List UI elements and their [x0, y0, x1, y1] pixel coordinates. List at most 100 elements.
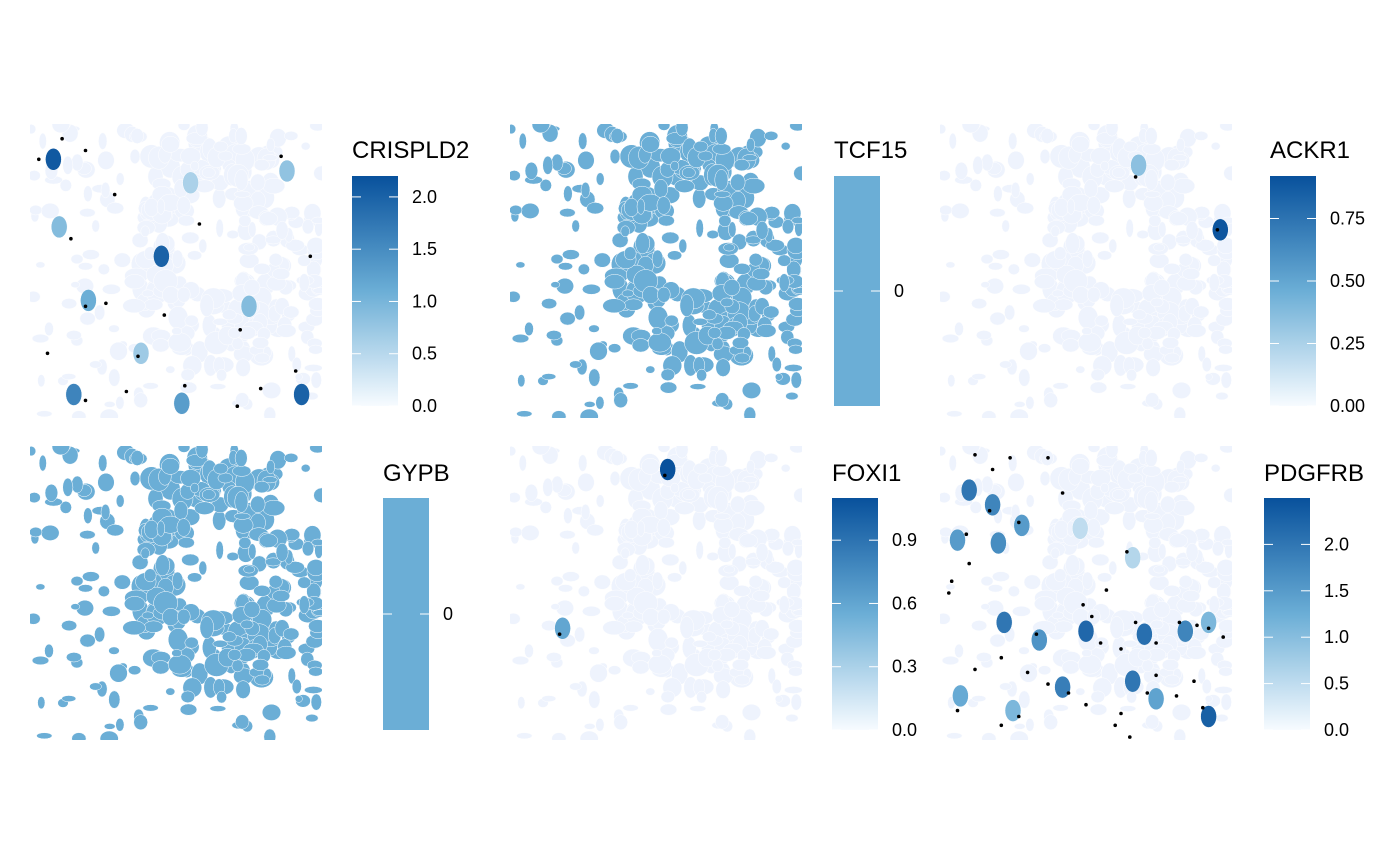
tissue-cell — [311, 538, 322, 547]
tissue-cell — [681, 489, 696, 501]
tissue-cell — [647, 332, 672, 353]
tissue-cell — [781, 541, 795, 557]
tissue-cell — [728, 221, 737, 238]
tissue-cell — [971, 373, 987, 380]
tissue-cell — [624, 197, 639, 217]
tissue-cell — [1054, 519, 1069, 539]
tissue-cell — [734, 674, 751, 686]
tissue-cell — [129, 470, 141, 487]
tissue-cell — [510, 290, 521, 303]
tissue-cell — [695, 218, 704, 238]
tissue-cell — [641, 135, 660, 153]
tissue-cell — [613, 392, 628, 409]
tissue-map — [510, 446, 802, 740]
transcript-dot — [947, 591, 951, 595]
tissue-cell — [62, 477, 74, 497]
tissue-cell — [788, 297, 802, 311]
tissue-cell — [1077, 306, 1099, 330]
legend-tick-label: 0.5 — [1324, 674, 1349, 694]
expressing-cell — [1031, 628, 1048, 652]
tissue-cell — [1173, 728, 1187, 740]
tissue-cell — [748, 575, 763, 589]
tissue-cell — [171, 327, 183, 336]
tissue-cell — [664, 636, 679, 649]
tissue-cell — [510, 492, 521, 504]
tissue-cell — [520, 524, 540, 541]
transcript-dot — [238, 328, 242, 332]
tissue-cell — [569, 682, 582, 691]
tissue-cell — [763, 131, 779, 141]
tissue-cell — [275, 542, 289, 562]
tissue-cell — [945, 583, 956, 591]
tissue-cell — [602, 298, 626, 314]
transcript-dot — [1104, 588, 1109, 592]
tissue-cell — [563, 185, 573, 202]
tissue-cell — [981, 153, 994, 172]
tissue-cell — [731, 658, 750, 671]
tissue-cell — [215, 540, 224, 560]
tissue-cell — [948, 454, 957, 472]
tissue-cell — [743, 728, 757, 740]
tissue-cell — [1018, 690, 1031, 709]
tissue-cell — [707, 327, 722, 339]
tissue-cell — [234, 491, 249, 513]
tissue-cell — [231, 659, 244, 673]
tissue-cell — [115, 172, 125, 186]
tissue-cell — [940, 204, 953, 216]
tissue-cell — [233, 190, 251, 198]
tissue-cell — [1100, 160, 1110, 172]
tissue-cell — [195, 124, 209, 137]
tissue-cell — [791, 538, 802, 547]
tissue-cell — [550, 603, 561, 611]
tissue-cell — [1087, 608, 1101, 625]
tissue-cell — [128, 665, 142, 676]
tissue-cell — [755, 542, 769, 562]
tissue-cell — [51, 124, 70, 134]
tissue-cell — [180, 690, 195, 703]
tissue-cell — [742, 476, 758, 484]
tissue-cell — [541, 298, 558, 310]
tissue-cell — [1023, 252, 1041, 268]
transcript-dot — [1017, 714, 1021, 719]
tissue-cell — [551, 410, 567, 418]
tissue-cell — [1075, 687, 1086, 696]
tissue-cell — [79, 530, 96, 540]
tissue-cell — [588, 368, 601, 387]
tissue-cell — [141, 289, 154, 298]
tissue-cell — [108, 324, 120, 333]
tissue-cell — [1087, 215, 1105, 227]
tissue-cell — [946, 410, 963, 418]
legend-title: CRISPLD2 — [352, 137, 469, 164]
tissue-cell — [524, 643, 534, 658]
tissue-cell — [222, 631, 237, 643]
tissue-cell — [99, 408, 119, 418]
tissue-cell — [1122, 317, 1138, 326]
tissue-cell — [94, 626, 106, 643]
tissue-cell — [510, 526, 523, 538]
tissue-cell — [992, 249, 1010, 260]
tissue-cell — [756, 323, 777, 338]
tissue-cell — [510, 124, 517, 135]
tissue-cell — [786, 237, 802, 255]
tissue-cell — [1141, 659, 1154, 673]
tissue-cell — [510, 446, 517, 457]
tissue-cell — [595, 396, 605, 410]
tissue-cell — [115, 396, 125, 410]
tissue-cell — [579, 408, 599, 418]
tissue-cell — [1090, 690, 1105, 703]
tissue-cell — [583, 723, 596, 730]
tissue-cell — [940, 290, 951, 303]
transcript-dot — [1206, 626, 1211, 631]
transcript-dot — [124, 389, 129, 394]
legend-tick-label: 0.75 — [1330, 209, 1365, 229]
tissue-cell — [562, 249, 580, 260]
tissue-cell — [1109, 616, 1124, 639]
tissue-cell — [1210, 142, 1221, 151]
tissue-cell — [1169, 533, 1188, 548]
tissue-cell — [264, 557, 282, 567]
tissue-cell — [1087, 286, 1101, 303]
tissue-cell — [1132, 309, 1147, 321]
tissue-cell — [713, 190, 731, 198]
tissue-cell — [212, 510, 227, 531]
tissue-cell — [71, 475, 84, 494]
